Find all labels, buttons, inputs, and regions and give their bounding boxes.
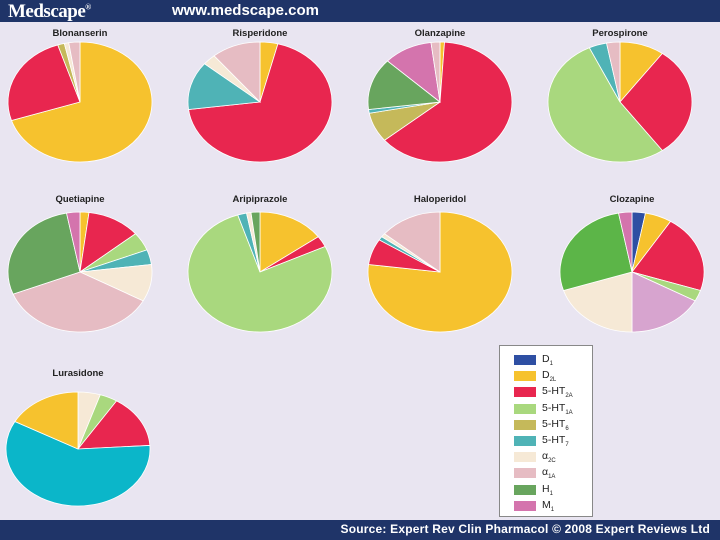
legend-swatch	[514, 500, 536, 511]
source-credit: Source: Expert Rev Clin Pharmacol © 2008…	[340, 522, 710, 536]
pie-slice-m1b	[631, 271, 696, 333]
legend-swatch	[514, 387, 536, 398]
legend-label: H1	[542, 482, 553, 497]
legend-label: D2L	[542, 369, 557, 384]
pie-clozapine: Clozapine	[559, 194, 705, 333]
pie-title: Clozapine	[610, 194, 655, 205]
header-bar: Medscape® www.medscape.com	[0, 0, 720, 22]
legend-swatch	[514, 403, 536, 414]
legend-label: 5-HT6	[542, 417, 569, 432]
pie-slice-h1	[250, 211, 261, 273]
pie-slice-a1a	[383, 211, 441, 273]
legend-label: D1	[542, 353, 553, 368]
site-url[interactable]: www.medscape.com	[172, 2, 319, 19]
pie-quetiapine: Quetiapine	[7, 194, 153, 333]
pie-slice-a1a	[68, 41, 81, 103]
pie-slice-5-ht2a	[383, 41, 513, 163]
footer-bar: Source: Expert Rev Clin Pharmacol © 2008…	[0, 520, 720, 540]
legend-label: 5-HT7	[542, 434, 569, 449]
logo-registered-mark: ®	[85, 2, 91, 12]
pie-slice-5-ht2a	[77, 400, 151, 450]
pie-slice-h1	[367, 60, 442, 110]
legend-swatch	[514, 355, 536, 365]
legend-swatch	[514, 371, 536, 382]
pie-slice-h1b	[559, 212, 633, 292]
pie-slice-5-ht1a	[187, 214, 333, 333]
legend-label: M1	[542, 498, 555, 513]
pie-risperidone: Risperidone	[187, 28, 333, 163]
legend-item: 5-HT6	[514, 417, 590, 433]
legend: D1 D2L 5-HT2A 5-HT1A 5-HT6 5-HT7 α2C α1A H1 M1	[499, 345, 593, 517]
pie-haloperidol: Haloperidol	[367, 194, 513, 333]
pie-charts: Blonanserin Risperidone Olanzapine Perospir…	[5, 28, 705, 507]
pie-slice-5-ht2a	[7, 44, 81, 122]
legend-label: 5-HT1A	[542, 401, 573, 416]
legend-item: α2C	[514, 449, 590, 465]
pie-title: Quetiapine	[55, 194, 104, 205]
pie-slice-d2	[259, 211, 319, 273]
pie-title: Risperidone	[233, 28, 288, 39]
pie-title: Perospirone	[592, 28, 647, 39]
pie-slice-m1	[66, 211, 81, 273]
pie-slice-a1a	[430, 41, 441, 103]
legend-swatch	[514, 419, 536, 430]
legend-item: D2L	[514, 368, 590, 384]
pie-slice-5-ht1a	[547, 47, 663, 163]
pie-slice-a1a	[213, 41, 261, 103]
pie-olanzapine: Olanzapine	[367, 28, 513, 163]
legend-item: 5-HT2A	[514, 384, 590, 400]
pie-perospirone: Perospirone	[547, 28, 693, 163]
legend-item: 5-HT1A	[514, 401, 590, 417]
legend-swatch	[514, 484, 536, 495]
pie-title: Haloperidol	[414, 194, 466, 205]
pie-title: Aripiprazole	[233, 194, 288, 205]
pie-slice-d2	[10, 41, 153, 163]
pie-title: Olanzapine	[415, 28, 466, 39]
medscape-logo[interactable]: Medscape®	[8, 1, 91, 23]
pie-aripiprazole: Aripiprazole	[187, 194, 333, 333]
pie-slice-h1	[7, 212, 81, 295]
pie-lurasidone: Lurasidone	[5, 368, 151, 507]
pie-slice-5-ht2a	[619, 52, 693, 152]
pie-slice-cyan	[5, 421, 151, 507]
pie-slice-m1	[618, 211, 633, 273]
logo-text: Medscape	[8, 1, 86, 22]
pie-title: Lurasidone	[52, 368, 103, 379]
legend-swatch	[514, 436, 536, 446]
pie-slice-d2	[14, 391, 79, 450]
legend-item: M1	[514, 498, 590, 514]
pie-slice-5-ht2a	[631, 220, 705, 292]
pie-blonanserin: Blonanserin	[7, 28, 153, 163]
legend-item: D1	[514, 352, 590, 368]
legend-item: H1	[514, 482, 590, 498]
pie-slice-a2c	[562, 271, 633, 333]
legend-swatch	[514, 452, 536, 463]
pie-slice-5-ht2a	[188, 43, 333, 163]
legend-label: 5-HT2A	[542, 385, 573, 400]
pie-slice-5-ht7	[187, 63, 262, 110]
pie-slice-a1a	[12, 271, 144, 333]
pie-slice-a1a	[606, 41, 621, 103]
legend-item: 5-HT7	[514, 433, 590, 449]
legend-label: α2C	[542, 450, 556, 465]
legend-label: α1A	[542, 466, 556, 481]
pie-title: Blonanserin	[53, 28, 108, 39]
legend-item: α1A	[514, 465, 590, 481]
legend-swatch	[514, 468, 536, 479]
